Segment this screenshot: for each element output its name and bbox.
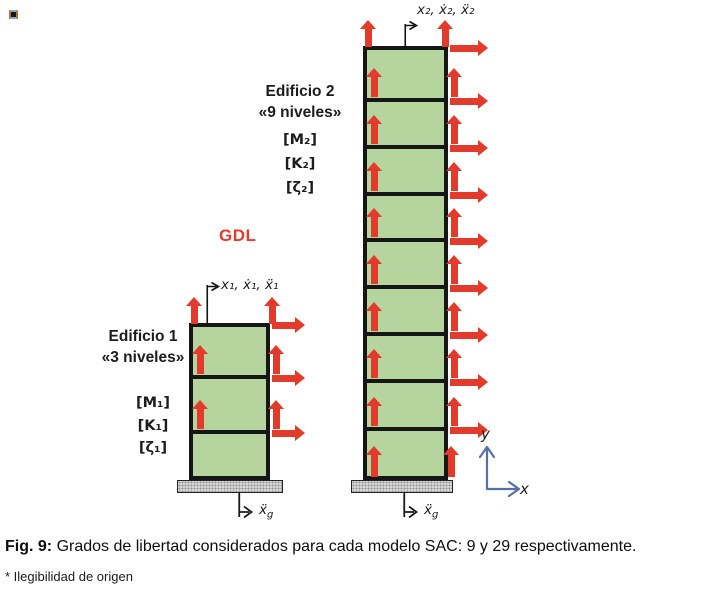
dof-arrow-up-icon bbox=[446, 255, 462, 284]
dof-arrow-right-icon bbox=[450, 40, 488, 56]
dof-arrow-up-icon bbox=[366, 255, 382, 284]
dof-arrow-right-icon bbox=[450, 280, 488, 296]
dof-arrow-up-icon bbox=[437, 20, 453, 47]
damping-matrix-label: [ζ₂] bbox=[285, 180, 315, 196]
dof-arrow-up-icon bbox=[192, 345, 208, 374]
dof-arrow-up-icon bbox=[186, 297, 202, 324]
dof-arrow-up-icon bbox=[268, 345, 284, 374]
dof-arrow-up-icon bbox=[366, 115, 382, 144]
figure-footnote: * Ilegibilidad de origen bbox=[5, 569, 133, 584]
figure-caption: Fig. 9: Grados de libertad considerados … bbox=[5, 538, 715, 556]
building1-levels: «3 niveles» bbox=[101, 349, 185, 366]
gdl-label: GDL bbox=[219, 226, 257, 245]
dof-arrow-up-icon bbox=[366, 397, 382, 426]
building2-dof-label: x₂, ẋ₂, ẍ₂ bbox=[417, 2, 475, 18]
dof-arrow-up-icon bbox=[366, 68, 382, 97]
stiffness-matrix-label: [K₂] bbox=[284, 156, 316, 172]
reference-flag-icon bbox=[205, 281, 220, 325]
dof-arrow-right-icon bbox=[450, 93, 488, 109]
building-base bbox=[351, 480, 453, 493]
dof-arrow-right-icon bbox=[450, 422, 488, 438]
ground-motion-arrow-icon bbox=[402, 492, 418, 519]
dof-arrow-up-icon bbox=[360, 20, 376, 47]
floor-slab bbox=[193, 429, 266, 434]
building1-matrices: [M₁] [K₁] [ζ₁] bbox=[103, 392, 203, 460]
ground-accel-label: ẍg bbox=[424, 502, 439, 521]
building2-levels: «9 niveles» bbox=[258, 104, 342, 121]
dof-arrow-up-icon bbox=[264, 297, 280, 324]
dof-arrow-up-icon bbox=[366, 208, 382, 237]
caption-text: Grados de libertad considerados para cad… bbox=[56, 538, 637, 555]
building2-matrices: [M₂] [K₂] [ζ₂] bbox=[250, 128, 350, 200]
dof-arrow-right-icon bbox=[450, 327, 488, 343]
dof-arrow-up-icon bbox=[366, 349, 382, 378]
building1-dof-label: x₁, ẋ₁, ẍ₁ bbox=[221, 277, 279, 293]
floor-slab bbox=[367, 284, 444, 289]
dof-arrow-up-icon bbox=[446, 68, 462, 97]
floor-slab bbox=[193, 374, 266, 379]
building1-name: Edificio 1 bbox=[108, 328, 178, 345]
ground-motion-arrow-icon bbox=[238, 492, 254, 519]
dof-arrow-up-icon bbox=[446, 208, 462, 237]
dof-arrow-right-icon bbox=[272, 425, 305, 441]
floor-slab bbox=[367, 331, 444, 336]
mass-matrix-label: [M₁] bbox=[135, 395, 171, 411]
illegible-origin-marker-icon bbox=[9, 10, 18, 19]
floor-slab bbox=[367, 97, 444, 102]
building2-name: Edificio 2 bbox=[265, 83, 335, 100]
floor-slab bbox=[367, 191, 444, 196]
ground-accel-label: ẍg bbox=[259, 502, 274, 521]
y-axis-label: y bbox=[481, 425, 490, 443]
mass-matrix-label: [M₂] bbox=[282, 132, 318, 148]
dof-arrow-right-icon bbox=[272, 317, 305, 333]
floor-slab bbox=[367, 144, 444, 149]
x-axis-label: x bbox=[520, 480, 529, 498]
floor-slab bbox=[367, 426, 444, 431]
dof-arrow-up-icon bbox=[446, 302, 462, 331]
dof-arrow-up-icon bbox=[366, 446, 382, 477]
floor-slab bbox=[367, 237, 444, 242]
dof-arrow-up-icon bbox=[446, 162, 462, 191]
dof-arrow-right-icon bbox=[450, 140, 488, 156]
building1-title: Edificio 1 «3 niveles» bbox=[85, 326, 201, 368]
figure-number: Fig. 9: bbox=[5, 538, 53, 555]
dof-arrow-up-icon bbox=[366, 162, 382, 191]
xy-axes-icon bbox=[478, 445, 521, 498]
building-base bbox=[177, 480, 283, 493]
damping-matrix-label: [ζ₁] bbox=[138, 440, 168, 456]
dof-arrow-up-icon bbox=[446, 115, 462, 144]
dof-arrow-right-icon bbox=[450, 233, 488, 249]
dof-arrow-up-icon bbox=[192, 400, 208, 429]
stiffness-matrix-label: [K₁] bbox=[137, 417, 169, 434]
dof-arrow-right-icon bbox=[450, 374, 488, 390]
dof-arrow-right-icon bbox=[450, 187, 488, 203]
dof-arrow-right-icon bbox=[272, 370, 305, 386]
dof-arrow-up-icon bbox=[446, 397, 462, 426]
dof-arrow-up-icon bbox=[366, 302, 382, 331]
dof-arrow-up-icon bbox=[443, 446, 459, 477]
reference-flag-icon bbox=[404, 20, 419, 48]
floor-slab bbox=[367, 378, 444, 383]
building2-title: Edificio 2 «9 niveles» bbox=[240, 81, 360, 123]
dof-arrow-up-icon bbox=[268, 400, 284, 429]
dof-arrow-up-icon bbox=[446, 349, 462, 378]
